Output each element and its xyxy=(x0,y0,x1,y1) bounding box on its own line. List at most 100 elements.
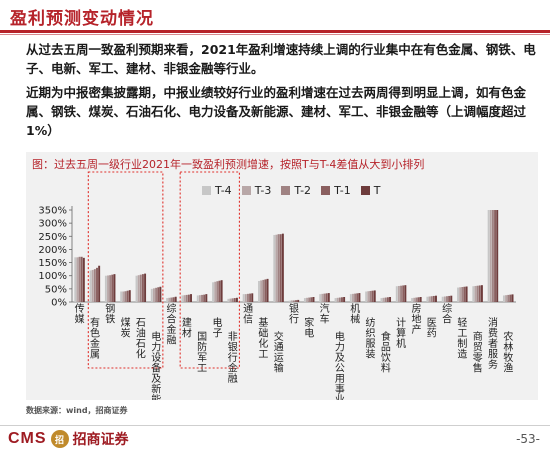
bar-T-4-非银行金融 xyxy=(227,298,230,302)
bar-T-1-消费者服务 xyxy=(494,210,497,302)
bar-T-3-电子 xyxy=(214,281,217,302)
y-tick-label: 100% xyxy=(38,271,67,282)
x-tick-label: 电子 xyxy=(212,316,222,340)
bar-T-3-食品饮料 xyxy=(382,297,385,302)
bar-T-2-煤炭 xyxy=(124,291,127,302)
bar-T-1-纺织服装 xyxy=(371,290,374,302)
page-title: 盈利预测变动情况 xyxy=(10,9,154,29)
bar-T-2-交通运输 xyxy=(277,234,280,302)
x-tick-label: 基础化工 xyxy=(258,316,268,361)
bar-T-3-银行 xyxy=(290,300,293,302)
bar-T-1-建材 xyxy=(187,294,190,302)
x-tick-label: 消费者服务 xyxy=(488,316,498,371)
bar-T-3-钢铁 xyxy=(107,275,110,302)
bar-T-3-通信 xyxy=(244,294,247,302)
bar-T-2-有色金属 xyxy=(93,269,96,302)
bar-T-商贸零售 xyxy=(480,285,483,302)
x-tick-label: 农林牧渔 xyxy=(503,330,513,375)
bar-T-2-综合金融 xyxy=(170,297,173,302)
y-tick-label: 350% xyxy=(38,206,67,217)
data-source: 数据来源：wind，招商证券 xyxy=(26,406,128,415)
bar-T-4-房地产 xyxy=(411,298,414,302)
bar-T-2-食品饮料 xyxy=(384,297,387,302)
bar-T-4-电子 xyxy=(212,282,215,302)
bar-T-2-纺织服装 xyxy=(369,290,372,302)
x-tick-label: 轻工制造 xyxy=(457,316,467,361)
x-tick-label: 食品饮料 xyxy=(381,330,391,375)
x-tick-label: 综合 xyxy=(442,302,452,326)
legend-item-4: T xyxy=(360,184,380,197)
bar-T-4-石油石化 xyxy=(135,275,138,302)
header: 盈利预测变动情况 xyxy=(0,0,550,35)
bar-T-2-银行 xyxy=(292,300,295,302)
bar-T-消费者服务 xyxy=(496,210,499,302)
bar-T-银行 xyxy=(297,299,300,302)
legend-label: T-2 xyxy=(294,183,312,197)
bar-T-3-非银行金融 xyxy=(229,298,232,302)
paragraph-interim-report: 近期为中报密集披露期，中报业绩较好行业的盈利增速在过去两周得到明显上调，如有色金… xyxy=(26,85,527,138)
bar-T-电子 xyxy=(220,280,223,302)
highlight-box-0 xyxy=(87,171,164,369)
bar-T-3-综合 xyxy=(443,296,446,302)
bar-T-4-商贸零售 xyxy=(472,286,475,302)
chart-title: 图：过去五周一级行业2021年一致盈利预测增速，按照T与T-4差值从大到小排列 xyxy=(32,158,425,171)
bar-T-1-综合 xyxy=(448,295,451,302)
bar-T-1-有色金属 xyxy=(96,267,98,302)
bar-T-3-电力及公用事业 xyxy=(336,297,339,302)
bar-T-1-钢铁 xyxy=(111,274,114,302)
bar-T-4-纺织服装 xyxy=(365,291,368,302)
legend-swatch xyxy=(281,185,291,195)
bar-T-3-煤炭 xyxy=(122,291,125,302)
bar-T-电力设备及新能源 xyxy=(159,286,162,302)
x-tick-label: 纺织服装 xyxy=(366,316,376,361)
bar-T-2-农林牧渔 xyxy=(507,294,510,302)
bar-T-4-消费者服务 xyxy=(487,210,490,302)
company-logo: CMS 招 招商证券 xyxy=(8,428,129,450)
bar-T-1-交通运输 xyxy=(279,234,282,302)
header-rule xyxy=(0,30,550,33)
x-tick-label: 钢铁 xyxy=(105,302,115,326)
bar-T-3-基础化工 xyxy=(260,280,263,302)
x-tick-label: 通信 xyxy=(243,303,253,326)
bar-T-4-医药 xyxy=(426,296,429,302)
x-tick-label: 医药 xyxy=(427,317,437,340)
bar-T-4-交通运输 xyxy=(273,234,276,302)
bar-T-2-非银行金融 xyxy=(231,298,234,302)
legend-swatch xyxy=(360,185,370,195)
x-tick-label: 电力及公用事业 xyxy=(335,330,345,400)
bar-T-1-煤炭 xyxy=(126,290,129,302)
bar-T-2-电力设备及新能源 xyxy=(155,287,158,302)
y-tick-label: 50% xyxy=(45,284,67,295)
bar-T-3-汽车 xyxy=(321,293,324,302)
x-tick-label: 国防军工 xyxy=(197,331,207,375)
bar-T-建材 xyxy=(190,294,192,302)
y-tick-label: 150% xyxy=(38,258,67,269)
bar-T-2-家电 xyxy=(308,297,311,302)
bar-T-4-家电 xyxy=(303,298,306,302)
bar-T-1-银行 xyxy=(295,300,298,302)
bar-T-2-消费者服务 xyxy=(491,210,494,302)
bar-T-2-汽车 xyxy=(323,293,326,302)
y-tick-label: 0% xyxy=(51,298,67,309)
bar-T-1-农林牧渔 xyxy=(509,294,512,302)
bar-T-1-计算机 xyxy=(402,285,405,302)
bar-T-2-医药 xyxy=(430,296,433,302)
bar-T-4-煤炭 xyxy=(120,291,123,302)
bar-T-4-食品饮料 xyxy=(380,298,383,302)
bar-T-1-房地产 xyxy=(417,297,420,302)
bar-T-通信 xyxy=(251,293,254,302)
bar-T-食品饮料 xyxy=(389,297,392,302)
bar-T-房地产 xyxy=(419,297,422,302)
bar-T-3-纺织服装 xyxy=(367,291,370,302)
bar-T-4-汽车 xyxy=(319,294,322,302)
x-tick-label: 石油石化 xyxy=(136,318,146,361)
bar-T-3-建材 xyxy=(183,295,186,302)
bar-T-1-电力设备及新能源 xyxy=(157,287,160,302)
legend-label: T-4 xyxy=(215,183,232,197)
bar-T-农林牧渔 xyxy=(511,294,514,302)
highlight-box-1 xyxy=(179,171,240,369)
bar-T-3-国防军工 xyxy=(198,295,201,302)
logo-cms-text: CMS xyxy=(8,430,47,447)
footer-rule xyxy=(0,425,550,426)
